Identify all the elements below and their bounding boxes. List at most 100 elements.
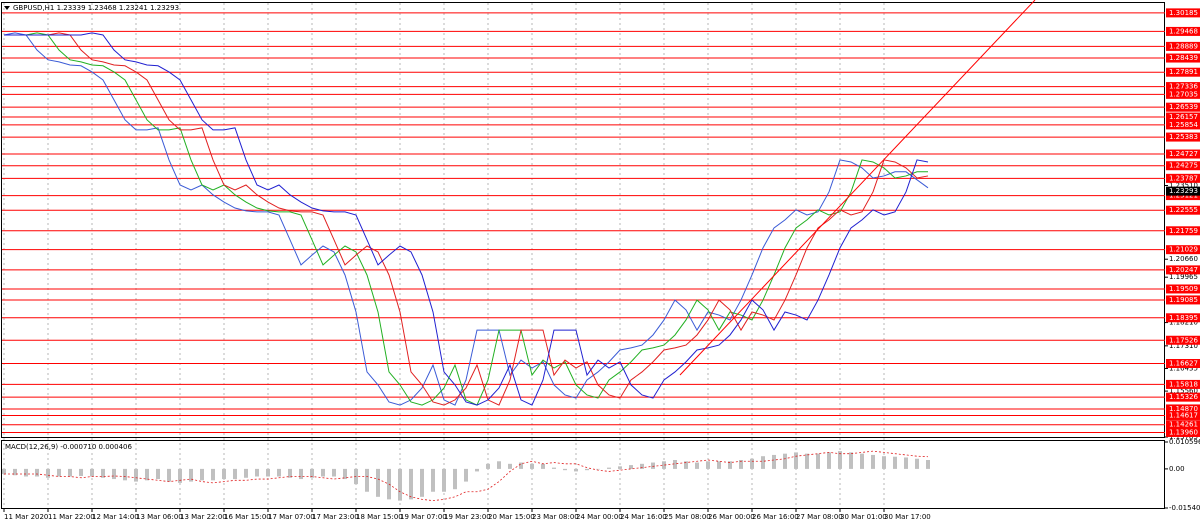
- macd-bar: [926, 460, 930, 469]
- macd-bar: [552, 467, 556, 469]
- y-tick-label: 1.23510: [1169, 182, 1198, 190]
- macd-bar: [629, 465, 633, 469]
- x-tick-label: 23 Mar 08:00: [532, 513, 579, 521]
- level-label-box: [1166, 149, 1200, 159]
- macd-bar: [244, 468, 248, 478]
- macd-bar: [442, 468, 446, 492]
- macd-bar: [651, 462, 655, 469]
- level-label: 1.16627: [1169, 360, 1198, 368]
- trend-line: [679, 0, 1036, 376]
- level-label-box: [1166, 53, 1200, 63]
- main-panel: 1.23510 1.20660 1.19965 1.18210 1.17310 1.164…: [2, 3, 1200, 508]
- last-price-box: [1166, 186, 1200, 196]
- y-tick-label: 1.19965: [1169, 273, 1198, 281]
- level-label-box: [1166, 226, 1200, 236]
- level-label-box: [1166, 8, 1200, 18]
- macd-bar: [882, 456, 886, 469]
- level-label-box: [1166, 41, 1200, 51]
- macd-bar: [57, 468, 61, 477]
- level-label: 1.14261: [1169, 421, 1198, 429]
- macd-panel-frame: [1, 440, 1165, 509]
- x-tick-label: 12 Mar 14:00: [92, 513, 139, 521]
- level-label: 1.27035: [1169, 90, 1198, 98]
- level-label-box: [1166, 112, 1200, 122]
- macd-bar: [464, 468, 468, 482]
- level-label-box: [1166, 379, 1200, 389]
- level-label-box: [1166, 313, 1200, 323]
- moving-average: [4, 32, 929, 406]
- level-label: 1.22555: [1169, 206, 1198, 214]
- macd-bar: [24, 468, 28, 477]
- level-label: 1.24727: [1169, 150, 1198, 158]
- level-label: 1.20247: [1169, 266, 1198, 274]
- macd-bar: [189, 468, 193, 482]
- macd-bar: [321, 468, 325, 477]
- macd-bar: [761, 456, 765, 469]
- macd-bar: [717, 461, 721, 469]
- level-label: 1.23787: [1169, 174, 1198, 182]
- level-label-box: [1166, 404, 1200, 414]
- macd-bar: [90, 468, 94, 477]
- macd-bar: [695, 462, 699, 469]
- macd-bar: [145, 468, 149, 481]
- level-label-box: [1166, 420, 1200, 430]
- macd-bar: [431, 468, 435, 492]
- macd-bar: [365, 468, 369, 492]
- level-label-box: [1166, 132, 1200, 142]
- x-tick-label: 25 Mar 08:00: [664, 513, 711, 521]
- macd-bar: [706, 461, 710, 469]
- level-label-box: [1166, 392, 1200, 402]
- level-label-box: [1166, 295, 1200, 305]
- level-label: 1.25854: [1169, 121, 1198, 129]
- macd-bar: [607, 467, 611, 469]
- macd-bar: [640, 463, 644, 469]
- macd-bar: [508, 463, 512, 469]
- macd-panel: 0.010596 0.00 -0.015404: [2, 438, 1200, 512]
- level-label: 1.28439: [1169, 54, 1198, 62]
- macd-bar: [266, 468, 270, 477]
- level-label-box: [1166, 26, 1200, 36]
- x-tick-label: 26 Mar 16:00: [752, 513, 799, 521]
- x-tick-label: 13 Mar 06:00: [136, 513, 183, 521]
- macd-bar: [288, 468, 292, 478]
- level-label: 1.21029: [1169, 246, 1198, 254]
- level-label-box: [1166, 245, 1200, 255]
- macd-bar: [530, 463, 534, 469]
- price-line: [3, 32, 929, 406]
- macd-bar: [101, 468, 105, 478]
- x-tick-label: 16 Mar 15:00: [224, 513, 271, 521]
- macd-bar: [519, 462, 523, 469]
- x-tick-label: 17 Mar 23:00: [312, 513, 359, 521]
- macd-bar: [211, 468, 215, 481]
- level-label-box: [1166, 427, 1200, 437]
- macd-bar: [123, 468, 127, 481]
- level-label-box: [1166, 102, 1200, 112]
- y-tick-label: 1.20660: [1169, 255, 1198, 263]
- x-tick-label: 24 Mar 16:00: [620, 513, 667, 521]
- x-tick-label: 30 Mar 01:00: [840, 513, 887, 521]
- menu-arrow[interactable]: [4, 6, 10, 10]
- macd-bar: [728, 461, 732, 469]
- x-tick-label: 27 Mar 08:00: [796, 513, 843, 521]
- macd-bar: [420, 468, 424, 497]
- macd-bar: [585, 468, 589, 471]
- main-panel-frame: [1, 2, 1165, 438]
- x-tick-label: 24 Mar 00:00: [576, 513, 623, 521]
- level-label-box: [1166, 161, 1200, 171]
- macd-bar: [915, 458, 919, 469]
- macd-bar: [673, 460, 677, 469]
- macd-bar: [13, 468, 17, 476]
- x-tick-label: 17 Mar 07:00: [268, 513, 315, 521]
- x-tick-label: 11 Mar 2020: [4, 513, 48, 521]
- x-tick-label: 30 Mar 17:00: [884, 513, 931, 521]
- y-tick-label: 1.16435: [1169, 364, 1198, 372]
- level-label: 1.30185: [1169, 9, 1198, 17]
- level-label: 1.17526: [1169, 336, 1198, 344]
- macd-bar: [904, 457, 908, 469]
- macd-title: MACD(12,26,9) -0.000710 0.000406: [5, 443, 132, 451]
- macd-bar: [178, 468, 182, 483]
- macd-bar: [167, 468, 171, 482]
- macd-bar: [838, 451, 842, 469]
- level-label: 1.27336: [1169, 83, 1198, 91]
